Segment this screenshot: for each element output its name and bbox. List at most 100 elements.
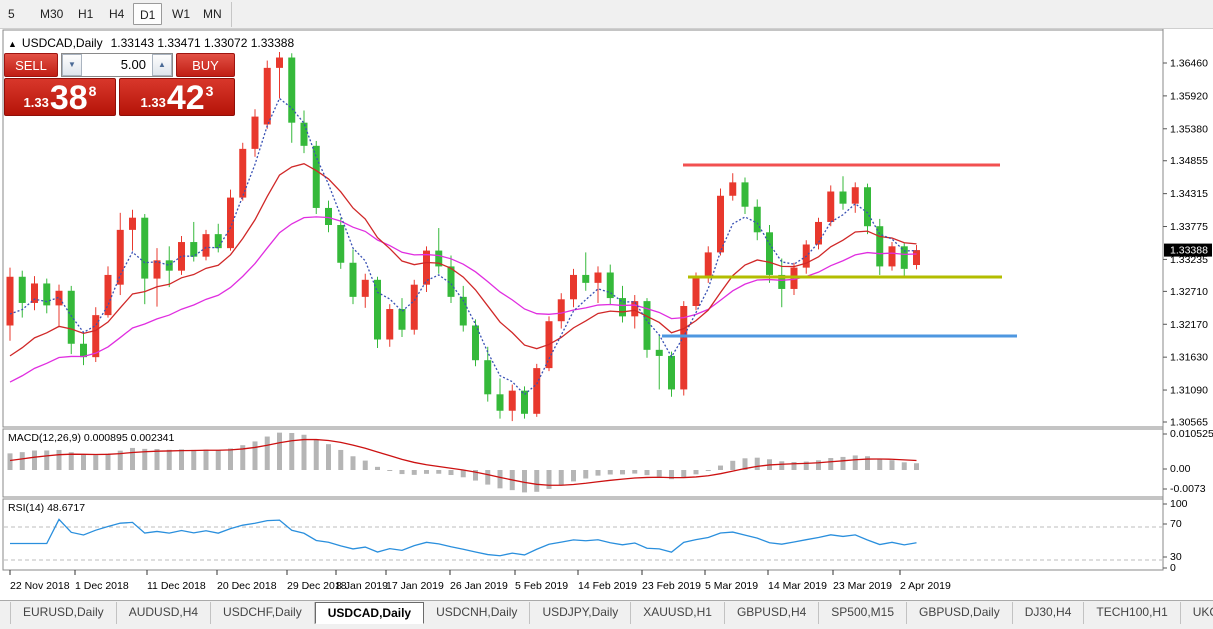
time-axis[interactable]: 22 Nov 2018 1 Dec 2018 11 Dec 2018 20 Dec 2… bbox=[9, 570, 951, 592]
macd-histogram-bar bbox=[620, 470, 625, 475]
buy-button[interactable]: BUY bbox=[176, 53, 235, 77]
chart-tab-audusd-h4[interactable]: AUDUSD,H4 bbox=[117, 602, 212, 624]
candle-body bbox=[496, 394, 504, 411]
ma-medium-line bbox=[9, 163, 917, 357]
chart-tab-usdjpy-daily[interactable]: USDJPY,Daily bbox=[530, 602, 632, 624]
macd-histogram-bar bbox=[803, 461, 809, 470]
candle-body bbox=[92, 315, 100, 358]
rsi-axis-label: 70 bbox=[1170, 518, 1182, 530]
macd-histogram-bar bbox=[350, 456, 356, 470]
date-axis-label: 14 Mar 2019 bbox=[768, 580, 827, 592]
macd-histogram-bar bbox=[583, 470, 589, 479]
timeframe-button-5[interactable]: 5 bbox=[8, 7, 15, 21]
current-price-label: 1.33388 bbox=[1170, 245, 1208, 257]
candle-body bbox=[165, 260, 173, 271]
candle-body bbox=[288, 57, 296, 123]
volume-input[interactable]: 5.00 bbox=[120, 57, 146, 72]
macd-histogram-bar bbox=[203, 449, 209, 470]
date-axis-label: 1 Dec 2018 bbox=[75, 580, 129, 592]
candle-body bbox=[900, 246, 908, 269]
candle-body bbox=[643, 301, 651, 350]
candle-body bbox=[594, 272, 602, 283]
candle-body bbox=[753, 206, 761, 233]
macd-histogram-bar bbox=[460, 470, 466, 478]
price-axis-label: 1.32710 bbox=[1170, 286, 1208, 298]
macd-histogram-bar bbox=[485, 470, 491, 485]
macd-histogram-bar bbox=[179, 449, 184, 470]
volume-increase-icon[interactable]: ▲ bbox=[152, 54, 172, 76]
timeframe-button-h1[interactable]: H1 bbox=[78, 7, 94, 21]
price-axis-label: 1.32170 bbox=[1170, 319, 1208, 331]
candle-body bbox=[913, 250, 920, 266]
timeframe-button-m30[interactable]: M30 bbox=[40, 7, 64, 21]
chart-title: ▲ USDCAD,Daily 1.33143 1.33471 1.33072 1.3… bbox=[8, 36, 294, 50]
candle-body bbox=[570, 274, 577, 300]
chart-tab-ukc[interactable]: UKC bbox=[1181, 602, 1213, 624]
timeframe-button-mn[interactable]: MN bbox=[203, 7, 222, 21]
macd-histogram-bar bbox=[436, 470, 442, 474]
candle-body bbox=[484, 360, 492, 395]
candle-body bbox=[410, 284, 418, 330]
candle-body bbox=[337, 224, 345, 263]
macd-histogram-bar bbox=[252, 441, 258, 470]
macd-panel-frame bbox=[2, 428, 1164, 498]
volume-stepper: ▼ 5.00 ▲ bbox=[61, 53, 173, 77]
macd-histogram-bar bbox=[546, 470, 552, 489]
timeframe-button-h4[interactable]: H4 bbox=[109, 7, 125, 21]
ma-fast-line bbox=[9, 97, 917, 396]
sell-price-button[interactable]: 1.33 38 8 bbox=[4, 78, 116, 116]
macd-histogram-bar bbox=[595, 470, 601, 476]
candle-body bbox=[214, 234, 222, 249]
candle-body bbox=[31, 283, 38, 303]
candle-body bbox=[508, 390, 516, 411]
candle-body bbox=[398, 309, 406, 330]
chart-tab-gbpusd-h4[interactable]: GBPUSD,H4 bbox=[725, 602, 820, 624]
candle-body bbox=[839, 191, 847, 204]
macd-histogram-bar bbox=[375, 466, 380, 470]
candle-body bbox=[423, 250, 430, 285]
chart-tab-usdcad-daily[interactable]: USDCAD,Daily bbox=[314, 602, 425, 624]
macd-histogram-bar bbox=[632, 470, 638, 474]
candle-body bbox=[361, 279, 369, 297]
chart-tab-gbpusd-daily[interactable]: GBPUSD,Daily bbox=[907, 602, 1013, 624]
candle-body bbox=[876, 226, 884, 267]
candle-body bbox=[533, 368, 541, 414]
candle-body bbox=[276, 57, 283, 68]
candle-body bbox=[459, 296, 467, 326]
macd-histogram-bar bbox=[154, 448, 160, 470]
chart-tab-sp500-m15[interactable]: SP500,M15 bbox=[819, 602, 908, 624]
candle-body bbox=[680, 305, 688, 390]
timeframe-button-w1[interactable]: W1 bbox=[172, 7, 190, 21]
macd-histogram-bar bbox=[816, 460, 821, 470]
macd-histogram-bar bbox=[681, 470, 687, 478]
price-axis-label: 1.31630 bbox=[1170, 352, 1208, 364]
rsi-axis-label: 0 bbox=[1170, 562, 1176, 574]
sell-button[interactable]: SELL bbox=[4, 53, 58, 77]
chart-tab-usdchf-daily[interactable]: USDCHF,Daily bbox=[211, 602, 315, 624]
collapse-panel-icon[interactable]: ▲ bbox=[8, 39, 17, 49]
chart-tab-xauusd-h1[interactable]: XAUUSD,H1 bbox=[631, 602, 725, 624]
chart-tab-usdcnh-daily[interactable]: USDCNH,Daily bbox=[424, 602, 531, 624]
date-axis-label: 5 Mar 2019 bbox=[705, 580, 758, 592]
candle-body bbox=[557, 299, 565, 322]
macd-histogram-bar bbox=[362, 460, 368, 470]
volume-decrease-icon[interactable]: ▼ bbox=[62, 54, 82, 76]
buy-price-button[interactable]: 1.33 42 3 bbox=[119, 78, 235, 116]
macd-histogram-bar bbox=[534, 470, 540, 492]
price-axis-label: 1.35920 bbox=[1170, 90, 1208, 102]
chart-tab-eurusd-daily[interactable]: EURUSD,Daily bbox=[10, 602, 117, 624]
macd-histogram-bar bbox=[338, 449, 344, 470]
timeframe-button-d1[interactable]: D1 bbox=[133, 3, 163, 25]
macd-histogram-bar bbox=[901, 462, 907, 470]
price-axis[interactable]: 1.36460 1.35920 1.35380 1.34855 1.34315 1.337… bbox=[1163, 58, 1213, 575]
candle-body bbox=[668, 355, 675, 390]
timeframe-toolbar: 5 M30 H1 H4 D1 W1 MN bbox=[0, 0, 1213, 29]
candle-body bbox=[6, 276, 14, 326]
candle-body bbox=[717, 195, 724, 253]
candle-body bbox=[631, 301, 639, 317]
chart-tab-tech100-h1[interactable]: TECH100,H1 bbox=[1084, 602, 1181, 624]
price-axis-label: 1.31090 bbox=[1170, 385, 1208, 397]
chart-tab-dj30-h4[interactable]: DJ30,H4 bbox=[1013, 602, 1085, 624]
macd-histogram-bar bbox=[19, 452, 25, 470]
candle-body bbox=[778, 274, 786, 289]
